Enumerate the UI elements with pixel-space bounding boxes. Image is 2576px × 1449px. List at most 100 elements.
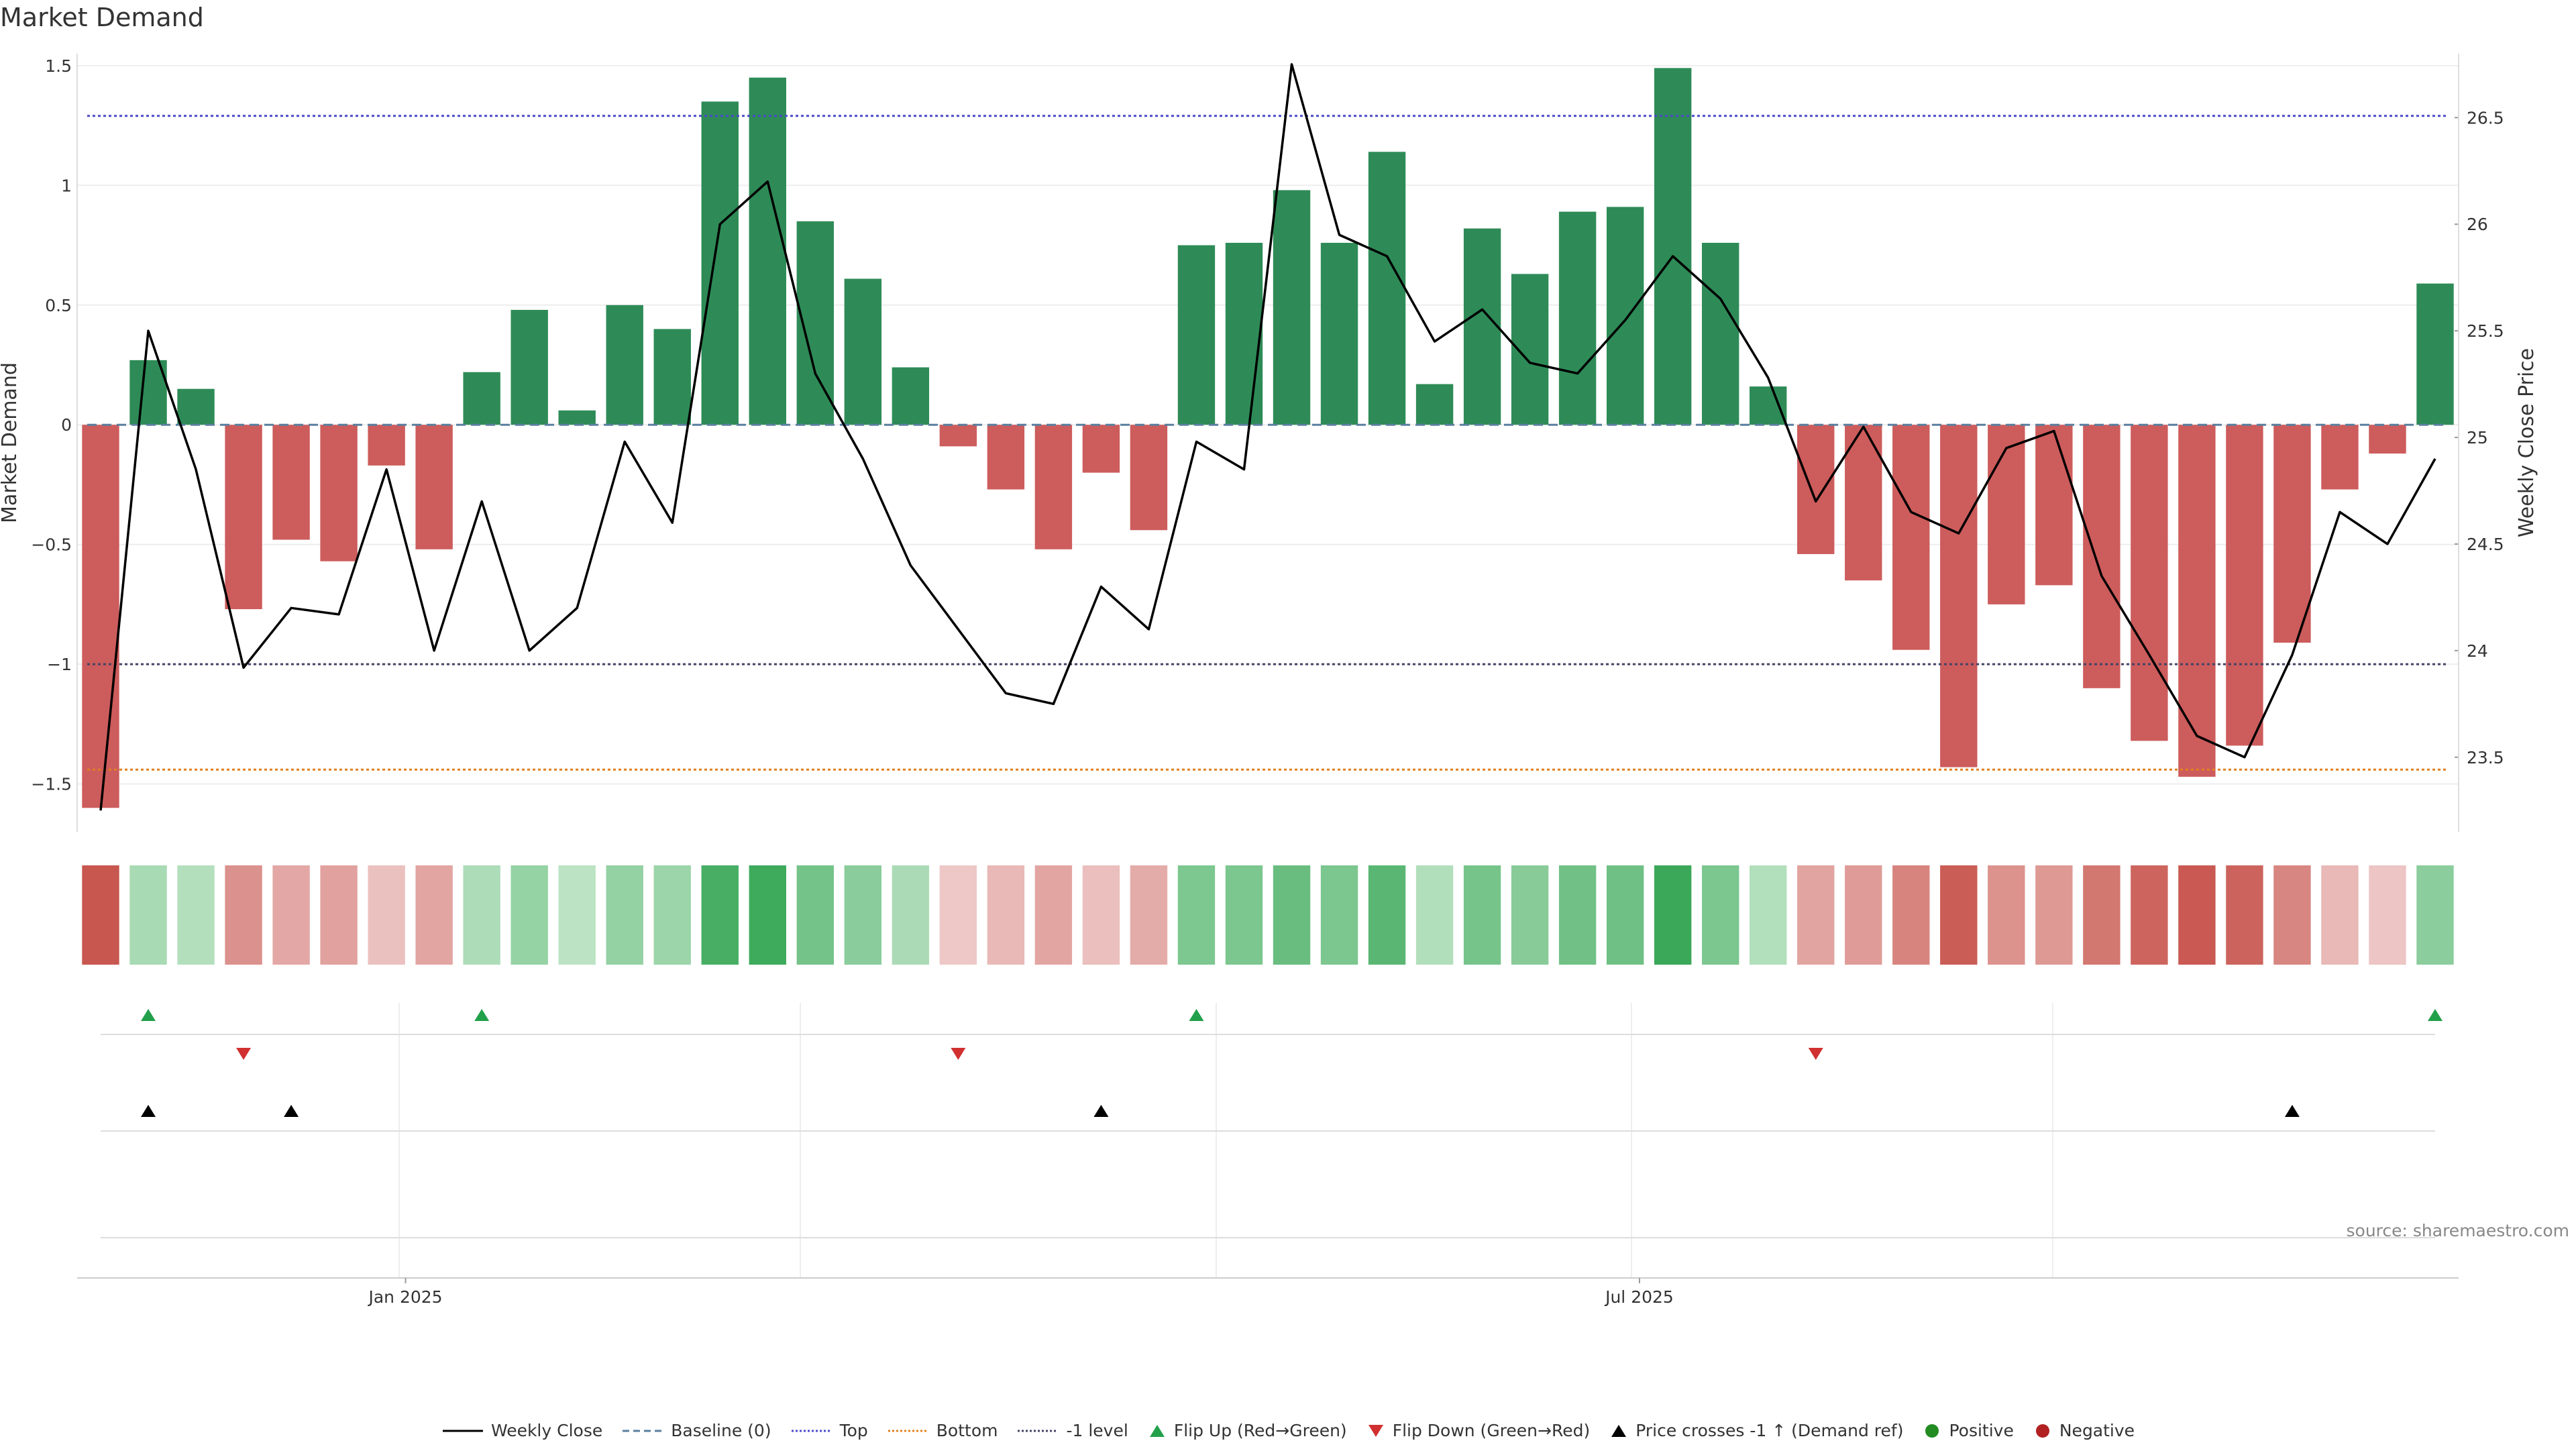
reference-lines — [87, 115, 2449, 771]
demand-bar — [606, 305, 643, 425]
demand-bar — [1750, 386, 1787, 425]
demand-bar — [987, 425, 1025, 490]
price-cross-marker — [1093, 1105, 1109, 1117]
y-tick-label: −1.5 — [31, 775, 72, 794]
demand-bar — [1273, 190, 1311, 425]
heat-cell — [2083, 865, 2121, 965]
y-tick-label: 1.5 — [45, 56, 72, 76]
heat-cell — [177, 865, 215, 965]
heat-cell — [1654, 865, 1692, 965]
weekly-close-line — [99, 63, 2436, 811]
heat-cell — [2369, 865, 2406, 965]
legend-swatch-icon — [888, 1430, 928, 1432]
heat-cell — [2321, 865, 2359, 965]
heat-cell — [1415, 865, 1454, 965]
heat-cell — [1606, 865, 1644, 965]
heat-strip — [82, 865, 2454, 965]
demand-bar — [415, 425, 453, 549]
heat-cell — [892, 865, 930, 965]
price-cross-marker — [141, 1105, 156, 1117]
heat-cell — [511, 865, 548, 965]
heat-cell — [1273, 865, 1311, 965]
legend-label: Negative — [2059, 1421, 2135, 1440]
heat-cell — [606, 865, 643, 965]
heat-cell — [225, 865, 262, 965]
y2-tick-label: 23.5 — [2467, 748, 2504, 767]
flip-down-marker — [951, 1048, 966, 1060]
demand-bars — [82, 68, 2454, 808]
legend-label: Weekly Close — [490, 1421, 603, 1440]
heat-cell — [2416, 865, 2454, 965]
demand-bar — [1034, 425, 1073, 549]
demand-bar — [1225, 242, 1263, 425]
legend-label: Flip Down (Green→Red) — [1392, 1421, 1591, 1440]
source-note: source: sharemaestro.com — [2346, 1221, 2570, 1240]
demand-bar — [1940, 425, 1978, 767]
demand-bar — [939, 425, 977, 447]
demand-bar — [511, 309, 548, 425]
legend-item: Price crosses -1 ↑ (Demand ref) — [1609, 1421, 1903, 1440]
legend-label: Baseline (0) — [671, 1421, 771, 1440]
x-tick-label: Jan 2025 — [367, 1287, 442, 1307]
legend-swatch-icon — [623, 1430, 663, 1432]
heat-cell — [558, 865, 596, 965]
legend-item: Flip Up (Red→Green) — [1147, 1421, 1347, 1440]
y-tick-label: −1 — [47, 655, 72, 674]
demand-bar — [129, 360, 167, 425]
heat-cell — [2226, 865, 2263, 965]
demand-bar — [272, 425, 310, 540]
y-tick-label: 0.5 — [45, 296, 72, 315]
demand-bar — [844, 278, 882, 425]
heat-cell — [1320, 865, 1358, 965]
weekly-close-series — [99, 63, 2436, 811]
demand-bar — [1177, 245, 1216, 425]
flip-down-marker — [1808, 1048, 1823, 1060]
legend: Weekly Close Baseline (0) Top Bottom -1 leve… — [0, 1421, 2576, 1443]
legend-label: Positive — [1949, 1421, 2014, 1440]
legend-item: Baseline (0) — [621, 1421, 771, 1440]
flip-up-marker — [2428, 1009, 2443, 1021]
y2-tick-label: 26.5 — [2467, 108, 2504, 127]
legend-item: Negative — [2033, 1421, 2135, 1440]
heat-cell — [1892, 865, 1930, 965]
heat-cell — [749, 865, 786, 965]
flip-down-marker — [236, 1048, 252, 1060]
legend-item: Positive — [1922, 1421, 2014, 1440]
demand-bar — [1654, 68, 1692, 425]
legend-swatch-icon — [1925, 1424, 1939, 1438]
heat-cell — [1511, 865, 1549, 965]
demand-bar — [1797, 425, 1835, 554]
legend-swatch-icon — [442, 1430, 483, 1432]
flip-up-marker — [474, 1009, 490, 1021]
y-axis-title: Market Demand — [0, 362, 21, 523]
legend-item: Top — [790, 1421, 868, 1440]
demand-bar — [892, 367, 930, 425]
y2-tick-label: 25.5 — [2467, 321, 2504, 341]
legend-item: Flip Down (Green→Red) — [1366, 1421, 1591, 1440]
heat-cell — [1034, 865, 1073, 965]
demand-bar — [2035, 425, 2073, 586]
legend-item: Bottom — [887, 1421, 998, 1440]
demand-bar — [82, 425, 119, 808]
heat-cell — [1558, 865, 1597, 965]
flip-up-marker — [1189, 1009, 1204, 1021]
demand-bar — [1320, 242, 1358, 425]
legend-label: Bottom — [936, 1421, 998, 1440]
heat-cell — [1225, 865, 1263, 965]
heat-cell — [1988, 865, 2025, 965]
y2-tick-label: 24.5 — [2467, 535, 2504, 554]
legend-swatch-icon — [1018, 1430, 1059, 1432]
heat-cell — [2273, 865, 2311, 965]
signal-panels — [77, 1003, 2459, 1279]
heat-cell — [1463, 865, 1501, 965]
heat-cell — [701, 865, 739, 965]
heat-cell — [1797, 865, 1835, 965]
demand-bar — [368, 425, 405, 466]
demand-bar — [1892, 425, 1930, 650]
demand-bar — [2321, 425, 2359, 490]
x-tick-label: Jul 2025 — [1604, 1287, 1674, 1307]
heat-cell — [1130, 865, 1168, 965]
heat-cell — [844, 865, 882, 965]
y-tick-label: 1 — [61, 176, 72, 195]
demand-bar — [225, 425, 262, 610]
